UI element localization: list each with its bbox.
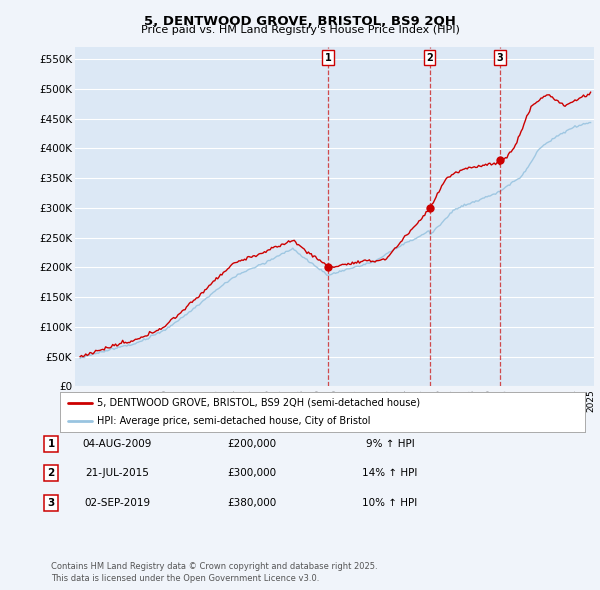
Text: 5, DENTWOOD GROVE, BRISTOL, BS9 2QH: 5, DENTWOOD GROVE, BRISTOL, BS9 2QH — [144, 15, 456, 28]
Text: 1: 1 — [325, 53, 332, 63]
Text: 9% ↑ HPI: 9% ↑ HPI — [365, 439, 415, 448]
Text: 5, DENTWOOD GROVE, BRISTOL, BS9 2QH (semi-detached house): 5, DENTWOOD GROVE, BRISTOL, BS9 2QH (sem… — [97, 398, 420, 408]
Text: 14% ↑ HPI: 14% ↑ HPI — [362, 468, 418, 478]
Text: Contains HM Land Registry data © Crown copyright and database right 2025.
This d: Contains HM Land Registry data © Crown c… — [51, 562, 377, 583]
Text: Price paid vs. HM Land Registry's House Price Index (HPI): Price paid vs. HM Land Registry's House … — [140, 25, 460, 35]
Text: £200,000: £200,000 — [227, 439, 277, 448]
Text: 10% ↑ HPI: 10% ↑ HPI — [362, 498, 418, 507]
Text: 21-JUL-2015: 21-JUL-2015 — [85, 468, 149, 478]
Text: 2: 2 — [426, 53, 433, 63]
Text: HPI: Average price, semi-detached house, City of Bristol: HPI: Average price, semi-detached house,… — [97, 416, 370, 426]
Text: £300,000: £300,000 — [227, 468, 277, 478]
Text: 02-SEP-2019: 02-SEP-2019 — [84, 498, 150, 507]
Text: £380,000: £380,000 — [227, 498, 277, 507]
Text: 2: 2 — [47, 468, 55, 478]
Text: 3: 3 — [47, 498, 55, 507]
Text: 04-AUG-2009: 04-AUG-2009 — [82, 439, 152, 448]
Text: 1: 1 — [47, 439, 55, 448]
Text: 3: 3 — [497, 53, 503, 63]
